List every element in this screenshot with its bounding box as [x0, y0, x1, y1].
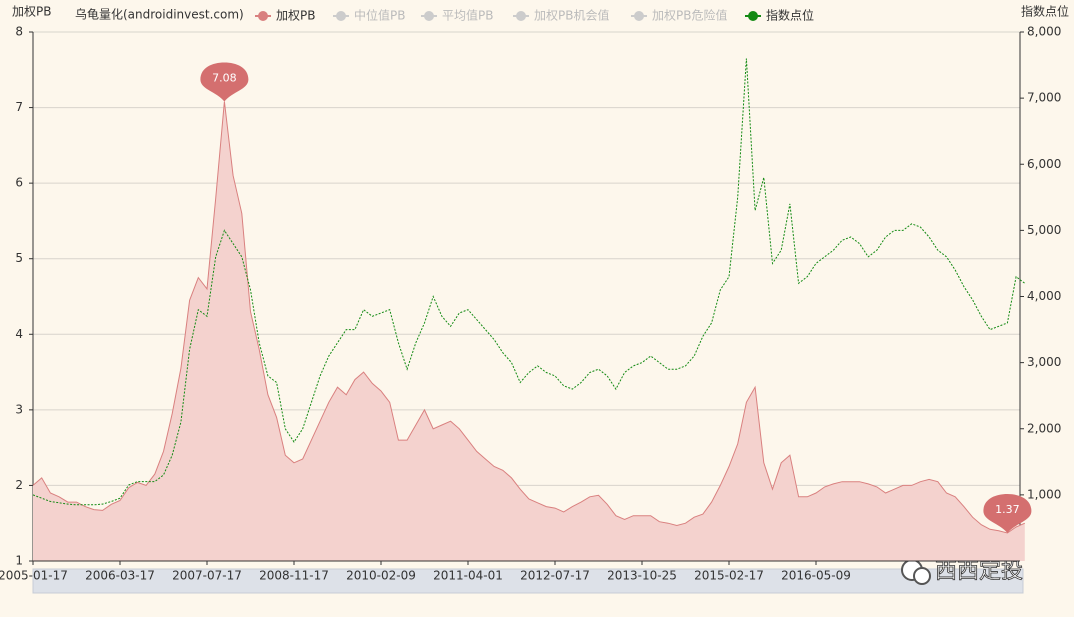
- y-tick-label: 5: [15, 251, 23, 265]
- y-tick-label: 3: [15, 402, 23, 416]
- x-tick-label: 2010-02-09: [346, 569, 416, 583]
- x-tick-label: 2011-04-01: [433, 569, 503, 583]
- legend-item[interactable]: 加权PB: [255, 9, 315, 23]
- legend-label: 指数点位: [766, 8, 814, 23]
- y2-tick-label: 6,000: [1027, 157, 1061, 171]
- x-tick-label: 2007-07-17: [172, 569, 242, 583]
- legend-label: 加权PB机会值: [534, 8, 609, 23]
- line: [32, 58, 1026, 506]
- zoom-slider[interactable]: [32, 568, 1024, 594]
- marker-label: 7.08: [212, 72, 237, 85]
- legend-label: 平均值PB: [442, 8, 493, 23]
- y-axis-title: 加权PB: [12, 5, 51, 19]
- watermark-icon: [913, 567, 931, 585]
- y-tick-label: 4: [15, 327, 23, 341]
- legend-item[interactable]: 指数点位: [745, 8, 814, 23]
- y2-tick-label: 7,000: [1027, 91, 1061, 105]
- area: [33, 101, 1025, 561]
- y-tick-label: 6: [15, 176, 23, 190]
- legend-icon: [336, 11, 346, 21]
- marker-label: 1.37: [995, 503, 1020, 516]
- y2-tick-label: 2,000: [1027, 421, 1061, 435]
- x-tick-label: 2015-02-17: [694, 569, 764, 583]
- line: [32, 101, 1026, 534]
- legend-item[interactable]: 加权PB危险值: [631, 8, 727, 23]
- subtitle: 乌龟量化(androidinvest.com): [75, 7, 244, 22]
- legend-label: 加权PB: [276, 9, 315, 23]
- legend-icon: [748, 11, 758, 21]
- y2-tick-label: 1,000: [1027, 487, 1061, 501]
- y2-tick-label: 4,000: [1027, 289, 1061, 303]
- y-tick-label: 7: [15, 100, 23, 114]
- x-tick-label: 2006-03-17: [85, 569, 155, 583]
- y2-tick-label: 8,000: [1027, 25, 1061, 39]
- legend-icon: [634, 11, 644, 21]
- legend-item[interactable]: 加权PB机会值: [513, 8, 609, 23]
- marker-pin: [200, 62, 249, 102]
- legend-item[interactable]: 平均值PB: [421, 8, 493, 23]
- legend-icon: [258, 11, 268, 21]
- watermark-text: 西西定投: [935, 559, 1023, 584]
- x-tick-label: 2005-01-17: [0, 569, 68, 583]
- y-tick-label: 1: [15, 554, 23, 568]
- marker-pin: [983, 494, 1032, 534]
- x-tick-label: 2016-05-09: [781, 569, 851, 583]
- y2-tick-label: 3,000: [1027, 355, 1061, 369]
- legend-icon: [516, 11, 526, 21]
- watermark: 西西定投: [901, 559, 1023, 585]
- legend-label: 加权PB危险值: [652, 8, 727, 23]
- x-tick-label: 2013-10-25: [607, 569, 677, 583]
- legend-icon: [424, 11, 434, 21]
- y-tick-label: 2: [15, 478, 23, 492]
- y2-tick-label: 5,000: [1027, 223, 1061, 237]
- y-tick-label: 8: [15, 25, 23, 39]
- legend-item[interactable]: 中位值PB: [333, 8, 405, 23]
- x-tick-label: 2008-11-17: [259, 569, 329, 583]
- legend-label: 中位值PB: [354, 8, 405, 23]
- y2-axis-title: 指数点位: [1021, 4, 1069, 19]
- x-tick-label: 2012-07-17: [520, 569, 590, 583]
